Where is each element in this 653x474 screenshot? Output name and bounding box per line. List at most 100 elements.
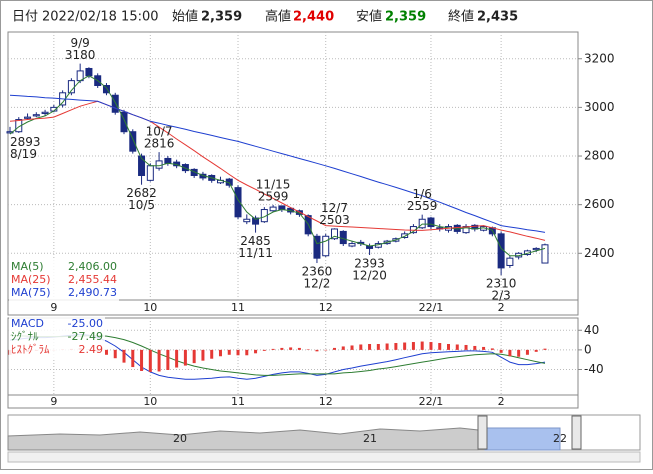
candle-body [129, 131, 137, 152]
candle-body [24, 116, 32, 119]
x-tick-label: 22/1 [419, 395, 444, 408]
histogram-bar [236, 349, 240, 356]
navigator-handle-left[interactable] [477, 415, 488, 450]
histogram-bar [157, 349, 161, 372]
x-tick-label: 12 [319, 301, 333, 314]
legend-value: 2,406.00 [68, 260, 117, 273]
high-value: 2,440 [293, 10, 334, 25]
candle-body [330, 228, 338, 240]
annotation-date: 10/7 [146, 125, 173, 139]
legend-value: 2.49 [79, 343, 104, 356]
candle-body [32, 114, 40, 117]
candle-body [111, 94, 119, 113]
y-tick-label: 3200 [584, 51, 615, 65]
histogram-bar [166, 349, 170, 370]
legend-value: -27.49 [68, 330, 103, 343]
legend-value: 2,455.44 [68, 273, 117, 286]
histogram-bar [131, 349, 135, 368]
histogram-bar [447, 343, 450, 350]
annotation-date: 2/3 [491, 289, 510, 303]
candle-body [541, 244, 549, 264]
annotation-value: 2816 [144, 137, 175, 151]
legend-name: ﾋｽﾄｸﾞﾗﾑ [11, 343, 50, 356]
legend-name: MA(75) [11, 286, 51, 299]
histogram-bar [411, 342, 415, 350]
ma-line [9, 75, 546, 257]
datetime: 2022/02/18 15:00 [42, 10, 159, 25]
annotation-value: 2485 [240, 234, 271, 248]
legend-name: MA(5) [11, 260, 44, 273]
legend-box [9, 259, 119, 302]
legend-value: -25.00 [68, 317, 103, 330]
candle-body [6, 131, 14, 134]
histogram-bar [455, 344, 459, 350]
x-tick-label: 2 [498, 395, 505, 408]
x-tick-label: 2 [498, 301, 505, 314]
macd-x-axis [7, 394, 579, 409]
candle-body [497, 233, 505, 269]
annotation-value: 2310 [486, 277, 517, 291]
histogram-bar [262, 349, 266, 351]
candle-body [322, 235, 330, 257]
histogram-bar [245, 349, 249, 356]
navigator-label: 21 [363, 432, 377, 445]
x-tick-label: 11 [231, 301, 245, 314]
candle-body [243, 218, 251, 223]
histogram-bar [376, 343, 380, 350]
navigator-area [7, 427, 479, 451]
histogram-bar [341, 346, 345, 350]
histogram-bar [490, 348, 494, 350]
histogram-bar [499, 349, 503, 353]
annotation-value: 2393 [354, 257, 385, 271]
candle-body [234, 187, 242, 218]
annotation-date: 10/5 [128, 198, 155, 212]
candle-body [418, 218, 426, 229]
histogram-bar [473, 345, 477, 350]
histogram-bar [464, 344, 468, 350]
navigator-label: 22 [553, 432, 567, 445]
annotation-value: 2360 [302, 265, 333, 279]
histogram-bar [148, 349, 152, 372]
navigator-window[interactable] [484, 427, 561, 451]
annotation-value: 2893 [10, 135, 41, 149]
candle-body [41, 111, 49, 114]
annotation-date: 1/6 [413, 187, 432, 201]
legend-value: 2,490.73 [68, 286, 117, 299]
y-tick-label: 0 [584, 342, 592, 356]
histogram-bar [508, 349, 512, 357]
histogram-bar [315, 349, 319, 352]
candle-body [339, 230, 347, 245]
annotation-value: 2559 [407, 199, 438, 213]
annotation-date: 12/20 [352, 269, 387, 283]
ma-line [9, 94, 546, 233]
histogram-bar [175, 349, 179, 368]
histogram-bar [201, 349, 205, 361]
annotation-value: 2599 [258, 189, 289, 203]
candle-body [532, 247, 540, 251]
histogram-bar [192, 349, 196, 364]
candle-body [269, 206, 277, 212]
candle-body [427, 217, 435, 228]
histogram-bar [289, 347, 293, 350]
histogram-bar [517, 349, 521, 357]
annotation-value: 2503 [319, 213, 350, 227]
legend-name: MACD [11, 317, 44, 330]
x-tick-label: 9 [50, 301, 57, 314]
y-tick-label: 2800 [584, 149, 615, 163]
candle-body [181, 164, 189, 172]
legend-box [9, 316, 105, 359]
histogram-bar [438, 343, 442, 350]
scrollbar[interactable] [7, 451, 641, 463]
histogram-bar [420, 341, 424, 350]
navigator-handle-right[interactable] [571, 415, 582, 450]
annotation-value: 2682 [126, 186, 157, 200]
candle-body [278, 205, 286, 211]
histogram-bar [297, 347, 301, 350]
histogram-bar [385, 343, 389, 350]
candle-body [138, 155, 146, 176]
candle-body [120, 111, 128, 133]
main-x-axis [7, 299, 579, 316]
